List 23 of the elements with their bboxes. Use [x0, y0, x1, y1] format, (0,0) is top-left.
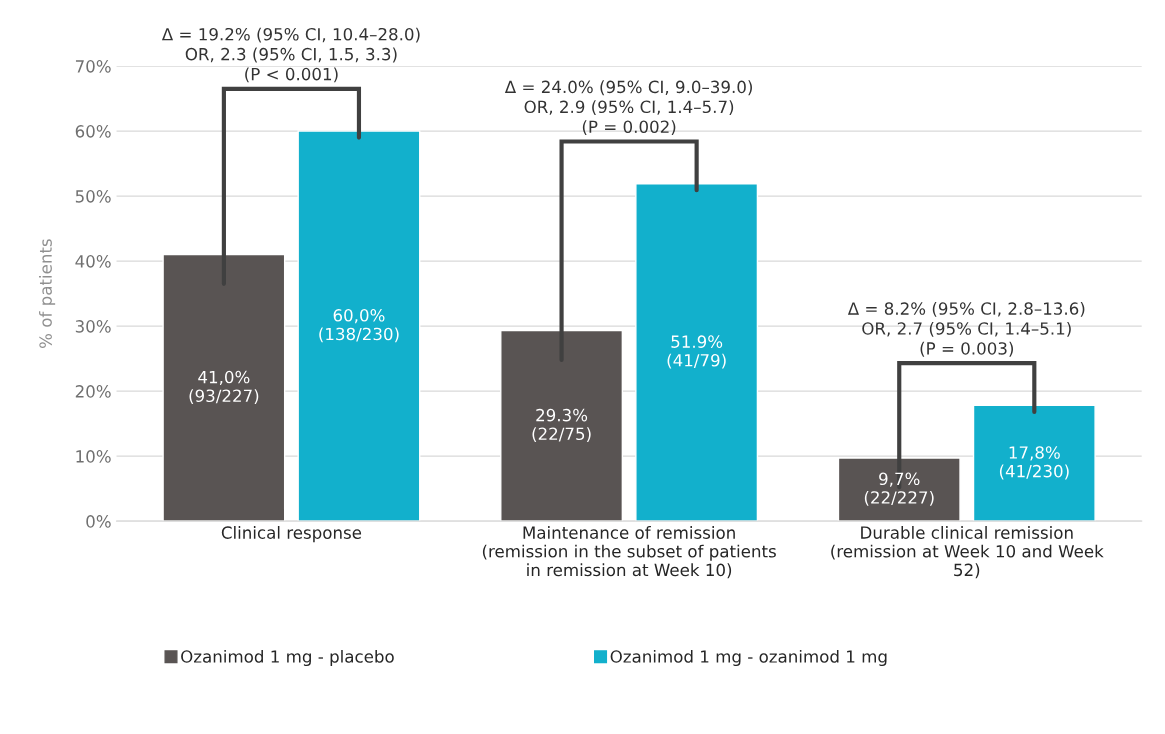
x-tick-label: Maintenance of remission (remission in the subset of patients in remission at Week 10)	[482, 526, 776, 579]
y-axis-title: % of patients	[39, 239, 56, 348]
annotation: Δ = 24.0% (95% CI, 9.0–39.0) OR, 2.9 (95% CI, 1.4–5.7) (P = 0.002)	[504, 80, 752, 135]
data-label: 9,7% (22/227)	[864, 472, 934, 506]
legend-label: Ozanimod 1 mg - placebo	[181, 649, 394, 667]
annotation: Δ = 8.2% (95% CI, 2.8–13.6) OR, 2.7 (95% CI, 1.4–5.1) (P = 0.003)	[847, 301, 1085, 357]
y-tick-label: 60%	[75, 125, 111, 138]
data-label: 29.3% (22/75)	[532, 408, 591, 443]
annotation: Δ = 19.2% (95% CI, 10.4–28.0) OR, 2.3 (95% CI, 1.5, 3.3) (P < 0.001)	[161, 27, 420, 83]
x-tick-label: Durable clinical remission (remission at Week 10 and Week 52)	[831, 526, 1104, 579]
data-label: 41,0% (93/227)	[189, 370, 259, 404]
data-label: 17,8% (41/230)	[999, 446, 1069, 480]
y-tick-label: 10%	[76, 450, 111, 463]
y-tick-label: 20%	[75, 385, 111, 398]
y-tick-label: 30%	[75, 320, 111, 333]
x-tick-label: Clinical response	[221, 526, 362, 543]
y-tick-label: 40%	[75, 255, 111, 268]
y-tick-label: 70%	[75, 60, 111, 73]
y-tick-label: 0%	[86, 515, 111, 528]
y-tick-label: 50%	[75, 190, 111, 203]
data-label: 60,0% (138/230)	[319, 309, 399, 343]
legend-label: Ozanimod 1 mg - ozanimod 1 mg	[610, 649, 887, 667]
data-label: 51.9% (41/79)	[667, 335, 726, 369]
